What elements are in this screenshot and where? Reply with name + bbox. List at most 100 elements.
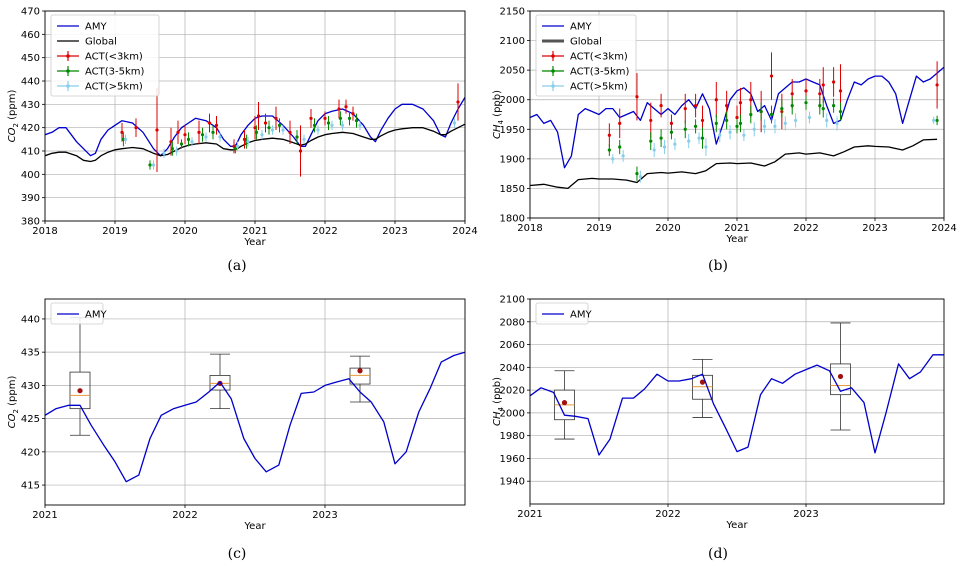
errorbar-point <box>337 107 341 111</box>
y-axis-label: CO2 (ppm) <box>7 376 20 429</box>
errorbar-point <box>611 157 615 161</box>
errorbar-point <box>242 137 247 141</box>
errorbar-point <box>288 130 292 134</box>
y-tick-label: 450 <box>21 53 40 64</box>
errorbar-point <box>214 123 219 127</box>
y-tick-label: 425 <box>21 414 40 425</box>
legend: AMY <box>50 302 107 325</box>
y-tick-label: 2050 <box>500 66 525 77</box>
errorbar-point <box>120 130 124 134</box>
y-tick-label: 440 <box>21 77 40 88</box>
errorbar-point <box>298 149 303 153</box>
errorbar-point <box>134 126 138 130</box>
box-mean-point <box>837 373 844 380</box>
errorbar-point <box>697 136 701 140</box>
errorbar-group-act-3-5km- <box>121 111 359 170</box>
errorbar-point <box>832 104 836 108</box>
errorbar-point <box>207 121 212 125</box>
y-tick-label: 420 <box>21 123 40 134</box>
errorbar-point <box>326 121 331 125</box>
errorbar-point <box>253 126 257 130</box>
errorbar-point <box>323 116 327 120</box>
errorbar-point <box>935 118 939 123</box>
y-tick-label: 1900 <box>500 154 525 165</box>
y-axis-label: CH4 (ppb) <box>492 377 505 426</box>
errorbar-point <box>123 137 128 141</box>
series-line-amy <box>530 66 944 169</box>
x-tick-label: 2023 <box>862 223 887 234</box>
errorbar-point <box>669 121 674 125</box>
errorbar-point <box>935 83 939 87</box>
y-tick-label: 415 <box>21 481 40 492</box>
x-tick-label: 2021 <box>242 226 267 237</box>
errorbar-point <box>344 105 348 109</box>
box-mean-point <box>357 368 363 374</box>
legend-label-act-3km-: ACT(<3km) <box>570 52 628 63</box>
errorbar-point <box>683 127 687 131</box>
errorbar-point <box>354 119 359 123</box>
box-plot-3 <box>830 322 851 431</box>
errorbar-point <box>358 123 362 127</box>
y-tick-label: 435 <box>21 348 40 359</box>
errorbar-point <box>169 140 173 144</box>
axes-frame <box>529 10 945 219</box>
y-axis-label: CH4 (ppb) <box>492 90 505 139</box>
errorbar-point <box>821 83 825 87</box>
y-tick-label: 1940 <box>500 477 525 488</box>
errorbar-group-act-3-5km- <box>607 95 939 181</box>
series-line-global <box>45 123 465 163</box>
errorbar-point <box>749 112 753 117</box>
legend-label-act-5km-: ACT(>5km) <box>570 82 628 93</box>
plot-area <box>530 322 944 456</box>
errorbar-point <box>267 126 271 130</box>
errorbar-point <box>175 149 179 153</box>
errorbar-point <box>618 121 622 125</box>
legend: AMY Global ACT(<3km) ACT(3-5km) ACT(>5km) <box>50 14 160 97</box>
x-tick-label: 2018 <box>517 223 542 234</box>
errorbar-point <box>277 123 282 127</box>
y-tick-label: 2100 <box>500 36 525 47</box>
y-tick-label: 430 <box>21 100 40 111</box>
errorbar-point <box>155 128 159 132</box>
errorbar-point <box>807 115 812 120</box>
legend-box <box>535 14 637 97</box>
errorbar-point <box>456 100 460 104</box>
errorbar-point <box>790 92 794 96</box>
errorbar-point <box>763 124 767 128</box>
errorbar-point <box>170 147 174 151</box>
errorbar-point <box>183 133 187 137</box>
panel-a: 2018 2019 2020 2021 2022 2023 2024 380 390 400 410… <box>7 7 478 249</box>
errorbar-point <box>818 92 822 96</box>
errorbar-point <box>338 116 342 120</box>
errorbar-point <box>607 133 611 137</box>
x-tick-label: 2020 <box>172 226 197 237</box>
errorbar-point <box>694 124 698 128</box>
errorbar-point <box>804 101 808 105</box>
errorbar-point <box>714 121 718 125</box>
y-tick-label: 1850 <box>500 184 525 195</box>
legend-point-act-5km- <box>551 84 555 88</box>
errorbar-point <box>607 148 611 152</box>
errorbar-point <box>835 121 839 125</box>
legend-label-act-3-5km-: ACT(3-5km) <box>85 67 145 78</box>
legend: AMY Global ACT(<3km) ACT(3-5km) ACT(>5km) <box>535 14 637 97</box>
errorbar-point <box>735 124 739 128</box>
errorbar-point <box>669 130 674 134</box>
errorbar-point <box>246 140 250 144</box>
y-tick-label: 380 <box>21 217 40 228</box>
errorbar-point <box>738 121 743 125</box>
legend-label-act-3-5km-: ACT(3-5km) <box>570 67 630 78</box>
errorbar-point <box>838 109 843 114</box>
y-tick-label: 2000 <box>500 408 525 419</box>
y-tick-label: 440 <box>21 314 40 325</box>
axes-frame <box>529 298 945 505</box>
errorbar-point <box>694 104 698 108</box>
legend-label-amy: AMY <box>570 310 592 321</box>
errorbar-point <box>752 127 756 131</box>
x-tick-label: 2022 <box>172 510 197 521</box>
errorbar-point <box>197 130 201 134</box>
x-axis-label: Year <box>243 521 266 532</box>
y-tick-label: 410 <box>21 147 40 158</box>
errorbar-point <box>818 104 822 108</box>
